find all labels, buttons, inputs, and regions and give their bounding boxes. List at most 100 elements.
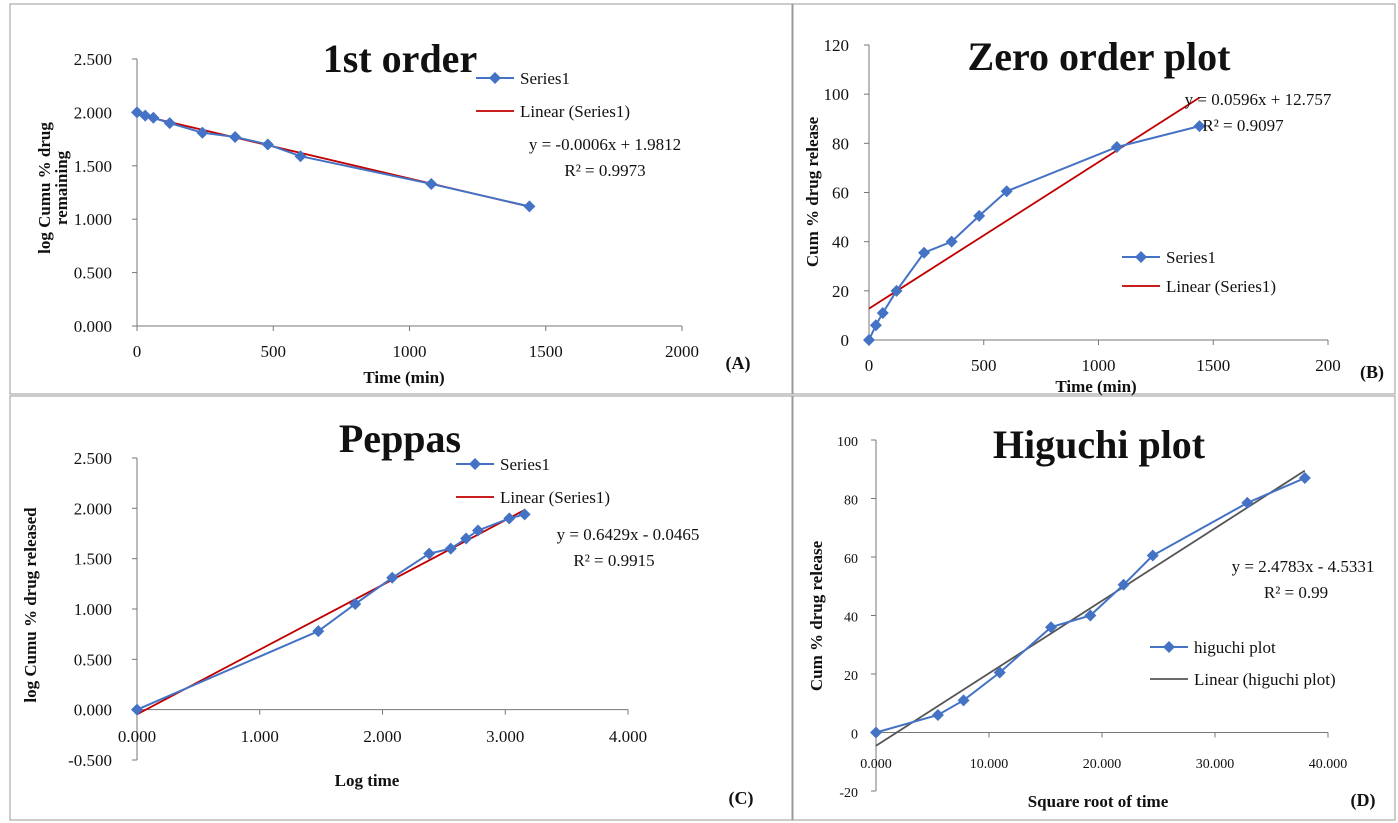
- panel-frame: [792, 395, 1396, 821]
- y-tick-label: 80: [844, 494, 858, 509]
- x-tick-label: 2000: [665, 342, 699, 361]
- data-point: [1193, 120, 1206, 133]
- trendline: [875, 469, 1306, 747]
- legend-series-label: Series1: [1166, 248, 1216, 267]
- data-point: [518, 508, 531, 521]
- data-point: [131, 703, 143, 716]
- legend-trendline-label: Linear (Series1): [1166, 277, 1276, 296]
- x-tick-label: 4.000: [609, 727, 647, 746]
- data-point: [460, 532, 473, 545]
- x-tick-label: 0: [133, 342, 142, 361]
- data-point: [973, 209, 986, 222]
- data-point: [957, 694, 970, 707]
- x-tick-label: 200: [1315, 356, 1341, 375]
- x-tick-label: 0: [865, 356, 874, 375]
- y-tick-label: -0.500: [68, 751, 112, 770]
- legend-series-marker: [1135, 251, 1147, 263]
- data-point: [945, 235, 958, 248]
- legend-trendline-label: Linear (Series1): [520, 102, 630, 121]
- y-tick-label: 60: [832, 184, 849, 203]
- chart-panel-b: 0 20 40 60 80 100 120 0 500 1000 1500 200 Zero order…: [803, 34, 1384, 396]
- x-tick-label: 1500: [529, 342, 563, 361]
- data-point: [147, 111, 160, 124]
- data-point: [890, 284, 903, 297]
- x-tick-label: 1000: [393, 342, 427, 361]
- x-tick-label: 2.000: [363, 727, 401, 746]
- data-point: [386, 571, 399, 584]
- x-tick-label: 20.000: [1083, 757, 1122, 772]
- x-tick-label: 1.000: [241, 727, 279, 746]
- data-point: [261, 138, 274, 151]
- r-squared-label: R² = 0.9097: [1202, 116, 1284, 135]
- x-tick-label: 500: [971, 356, 997, 375]
- series-line: [875, 477, 1306, 734]
- data-point: [876, 306, 889, 319]
- panel-label: (A): [726, 353, 751, 374]
- y-tick-label: 1.000: [74, 210, 112, 229]
- data-point: [229, 130, 242, 143]
- x-tick-label: 3.000: [486, 727, 524, 746]
- trendline-equation: y = 0.6429x - 0.0465: [557, 525, 700, 544]
- legend-trendline-label: Linear (Series1): [500, 488, 610, 507]
- data-point: [869, 319, 882, 332]
- data-point: [870, 726, 882, 739]
- panel-label: (C): [729, 788, 754, 809]
- data-point: [1084, 609, 1097, 622]
- data-point: [471, 524, 484, 537]
- y-axis-title: log Cumu % drugremaining: [35, 122, 71, 254]
- data-point: [163, 117, 176, 130]
- data-point: [993, 666, 1006, 679]
- y-axis-title: log Cumu % drug released: [21, 507, 40, 703]
- y-tick-label: 2.500: [74, 449, 112, 468]
- series-line: [136, 513, 525, 711]
- panel-frame: [9, 3, 793, 395]
- x-tick-label: 40.000: [1309, 757, 1348, 772]
- data-point: [1298, 472, 1311, 485]
- data-point: [294, 150, 307, 163]
- y-tick-label: 0.500: [74, 264, 112, 283]
- x-axis-title: Time (min): [363, 368, 444, 387]
- y-tick-label: 0: [851, 728, 858, 743]
- y-tick-label: 20: [832, 282, 849, 301]
- y-tick-label: 80: [832, 134, 849, 153]
- chart-title: Higuchi plot: [993, 422, 1206, 467]
- data-point: [312, 625, 325, 638]
- data-point: [1045, 621, 1058, 634]
- x-tick-label: 1500: [1196, 356, 1230, 375]
- y-tick-label: 60: [844, 552, 858, 567]
- y-tick-label: 1.500: [74, 157, 112, 176]
- trendline: [868, 96, 1200, 310]
- x-tick-label: 0.000: [860, 757, 892, 772]
- trendline-equation: y = -0.0006x + 1.9812: [529, 135, 681, 154]
- x-tick-label: 0.000: [118, 727, 156, 746]
- panel-frame: [792, 3, 1396, 395]
- x-tick-label: 1000: [1082, 356, 1116, 375]
- y-tick-label: 100: [837, 435, 858, 450]
- y-tick-label: 1.500: [74, 550, 112, 569]
- y-tick-label: 0.000: [74, 317, 112, 336]
- data-point: [1117, 578, 1130, 591]
- data-point: [931, 708, 944, 721]
- panel-frame: [9, 395, 793, 821]
- legend-trendline-label: Linear (higuchi plot): [1194, 670, 1336, 689]
- data-point: [1146, 549, 1159, 562]
- data-point: [1241, 496, 1254, 509]
- data-point: [423, 547, 436, 560]
- trendline-equation: y = 2.4783x - 4.5331: [1232, 557, 1375, 576]
- data-point: [863, 334, 875, 346]
- y-tick-label: 0: [841, 331, 850, 350]
- x-axis-title: Square root of time: [1028, 792, 1169, 811]
- legend-series-label: Series1: [500, 455, 550, 474]
- y-tick-label: 120: [824, 36, 850, 55]
- y-tick-label: 40: [844, 611, 858, 626]
- r-squared-label: R² = 0.9973: [564, 161, 645, 180]
- legend-series-marker: [1163, 641, 1175, 653]
- series-line: [136, 111, 530, 208]
- panel-label: (B): [1360, 362, 1384, 383]
- r-squared-label: R² = 0.9915: [573, 551, 654, 570]
- x-tick-label: 500: [261, 342, 287, 361]
- trendline: [136, 509, 526, 716]
- panel-label: (D): [1351, 790, 1376, 811]
- y-tick-label: 40: [832, 233, 849, 252]
